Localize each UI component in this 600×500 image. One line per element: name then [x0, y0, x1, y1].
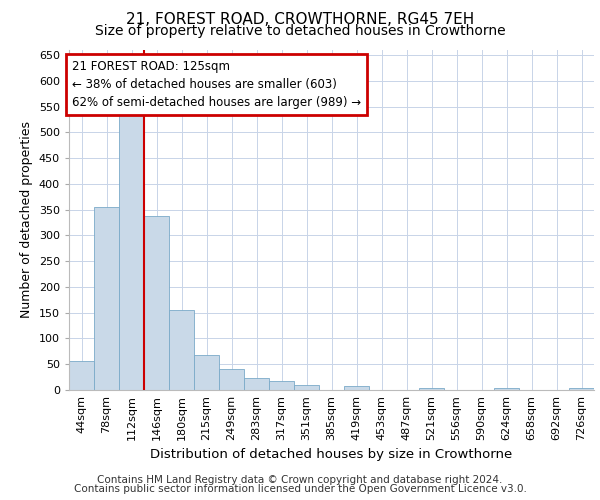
Bar: [119, 112, 144, 390]
Bar: [94, 207, 119, 390]
Text: 21 FOREST ROAD: 125sqm
← 38% of detached houses are smaller (603)
62% of semi-de: 21 FOREST ROAD: 125sqm ← 38% of detached…: [71, 60, 361, 109]
Text: Size of property relative to detached houses in Crowthorne: Size of property relative to detached ho…: [95, 24, 505, 38]
Bar: [169, 310, 194, 390]
Bar: [344, 386, 369, 390]
Bar: [419, 388, 444, 390]
Bar: [294, 385, 319, 390]
Bar: [494, 388, 519, 390]
Bar: [194, 355, 219, 390]
Bar: [144, 216, 169, 390]
Bar: [244, 378, 269, 390]
Bar: [219, 369, 244, 390]
Bar: [69, 360, 94, 390]
X-axis label: Distribution of detached houses by size in Crowthorne: Distribution of detached houses by size …: [151, 448, 512, 462]
Y-axis label: Number of detached properties: Number of detached properties: [20, 122, 33, 318]
Text: 21, FOREST ROAD, CROWTHORNE, RG45 7EH: 21, FOREST ROAD, CROWTHORNE, RG45 7EH: [126, 12, 474, 28]
Bar: [569, 388, 594, 390]
Text: Contains HM Land Registry data © Crown copyright and database right 2024.: Contains HM Land Registry data © Crown c…: [97, 475, 503, 485]
Bar: [269, 381, 294, 390]
Text: Contains public sector information licensed under the Open Government Licence v3: Contains public sector information licen…: [74, 484, 526, 494]
